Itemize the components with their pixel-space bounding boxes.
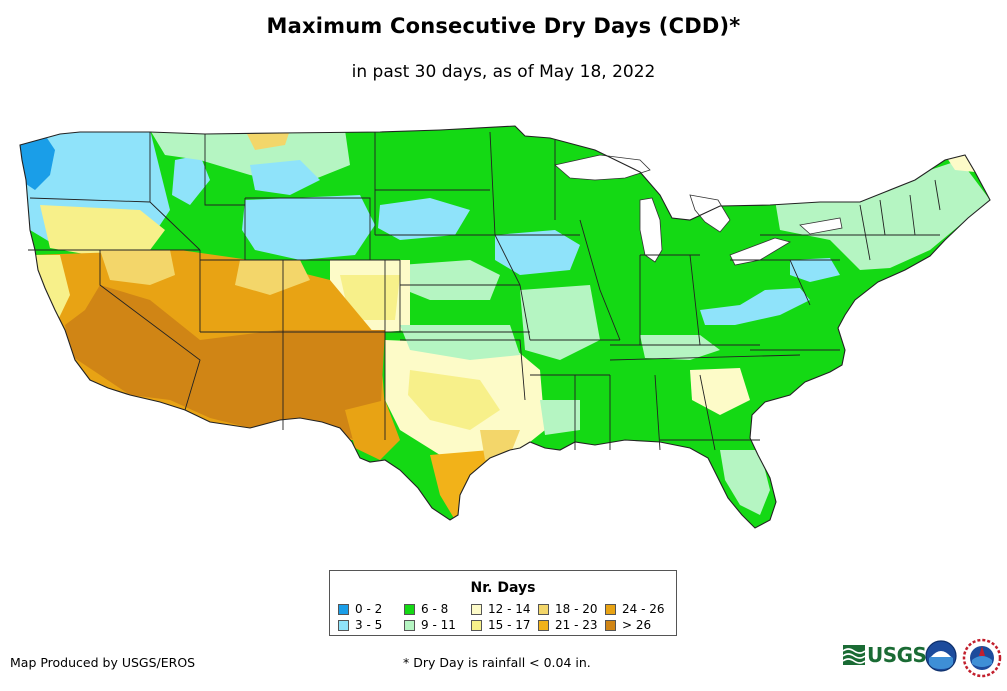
legend-swatch xyxy=(605,619,616,631)
legend-item: 12 - 14 xyxy=(471,602,531,616)
legend-swatch xyxy=(471,603,482,615)
usgs-wave-icon xyxy=(843,645,865,665)
nws-logo-icon xyxy=(962,638,1002,678)
legend-item: > 26 xyxy=(605,618,651,632)
region-or-yellow xyxy=(40,205,165,255)
region-nm-east-orange xyxy=(345,400,400,460)
lake-erie xyxy=(729,237,792,266)
region-ia-blue xyxy=(495,230,580,275)
region-mt-yellow xyxy=(245,130,290,150)
legend-item: 6 - 8 xyxy=(404,602,448,616)
region-la-light xyxy=(540,400,580,435)
region-ut-yellow xyxy=(235,260,310,295)
region-ne-light xyxy=(400,260,500,300)
region-pa-blue xyxy=(790,258,840,282)
legend-label: > 26 xyxy=(622,618,652,632)
legend-label: 9 - 11 xyxy=(421,618,456,632)
region-sd-blue xyxy=(378,198,470,240)
legend-label: 24 - 26 xyxy=(622,602,665,616)
footnote-text: * Dry Day is rainfall < 0.04 in. xyxy=(403,655,591,670)
cdd-map xyxy=(19,125,991,529)
region-idaho-blue xyxy=(172,155,210,205)
legend-swatch xyxy=(605,603,616,615)
legend-swatch xyxy=(538,619,549,631)
noaa-logo-icon xyxy=(925,640,957,672)
map-subtitle: in past 30 days, as of May 18, 2022 xyxy=(351,62,656,82)
state-borders xyxy=(28,131,941,451)
region-ga-yellow xyxy=(690,368,750,415)
us-outline xyxy=(19,125,991,529)
region-ne-mt-blue xyxy=(250,160,320,195)
legend-label: 21 - 23 xyxy=(555,618,598,632)
legend-item: 9 - 11 xyxy=(404,618,456,632)
legend-item: 3 - 5 xyxy=(338,618,382,632)
usgs-logo: USGS xyxy=(843,643,927,667)
region-fl-light xyxy=(720,450,770,515)
legend-item: 21 - 23 xyxy=(538,618,598,632)
region-tx-yellow2 xyxy=(408,370,500,430)
legend-label: 15 - 17 xyxy=(488,618,531,632)
legend-item: 18 - 20 xyxy=(538,602,598,616)
legend-label: 6 - 8 xyxy=(421,602,449,616)
legend: Nr. Days 0 - 2 3 - 5 6 - 8 9 - 11 12 - 1… xyxy=(329,570,677,636)
lake-huron xyxy=(689,194,731,233)
lake-ontario xyxy=(799,217,843,235)
map-title: Maximum Consecutive Dry Days (CDD)* xyxy=(266,14,741,38)
lake-michigan xyxy=(639,197,663,263)
legend-swatch xyxy=(471,619,482,631)
legend-item: 15 - 17 xyxy=(471,618,531,632)
legend-label: 3 - 5 xyxy=(355,618,383,632)
legend-item: 0 - 2 xyxy=(338,602,382,616)
legend-swatch xyxy=(404,603,415,615)
region-ok-light xyxy=(400,325,520,360)
legend-label: 18 - 20 xyxy=(555,602,598,616)
region-nv-light xyxy=(100,250,175,285)
map-fill xyxy=(20,126,990,528)
region-tx-coast xyxy=(480,430,520,460)
region-wv-blue xyxy=(700,288,810,325)
legend-swatch xyxy=(338,603,349,615)
region-az-brown xyxy=(65,285,385,440)
credit-text: Map Produced by USGS/EROS xyxy=(10,655,196,670)
legend-label: 12 - 14 xyxy=(488,602,531,616)
legend-title: Nr. Days xyxy=(470,580,536,596)
region-wy-blue xyxy=(242,195,375,260)
legend-item: 24 - 26 xyxy=(605,602,665,616)
legend-swatch xyxy=(404,619,415,631)
region-mo-light xyxy=(520,285,600,360)
legend-swatch xyxy=(538,603,549,615)
legend-swatch xyxy=(338,619,349,631)
legend-label: 0 - 2 xyxy=(355,602,383,616)
usgs-wordmark: USGS xyxy=(867,643,927,667)
